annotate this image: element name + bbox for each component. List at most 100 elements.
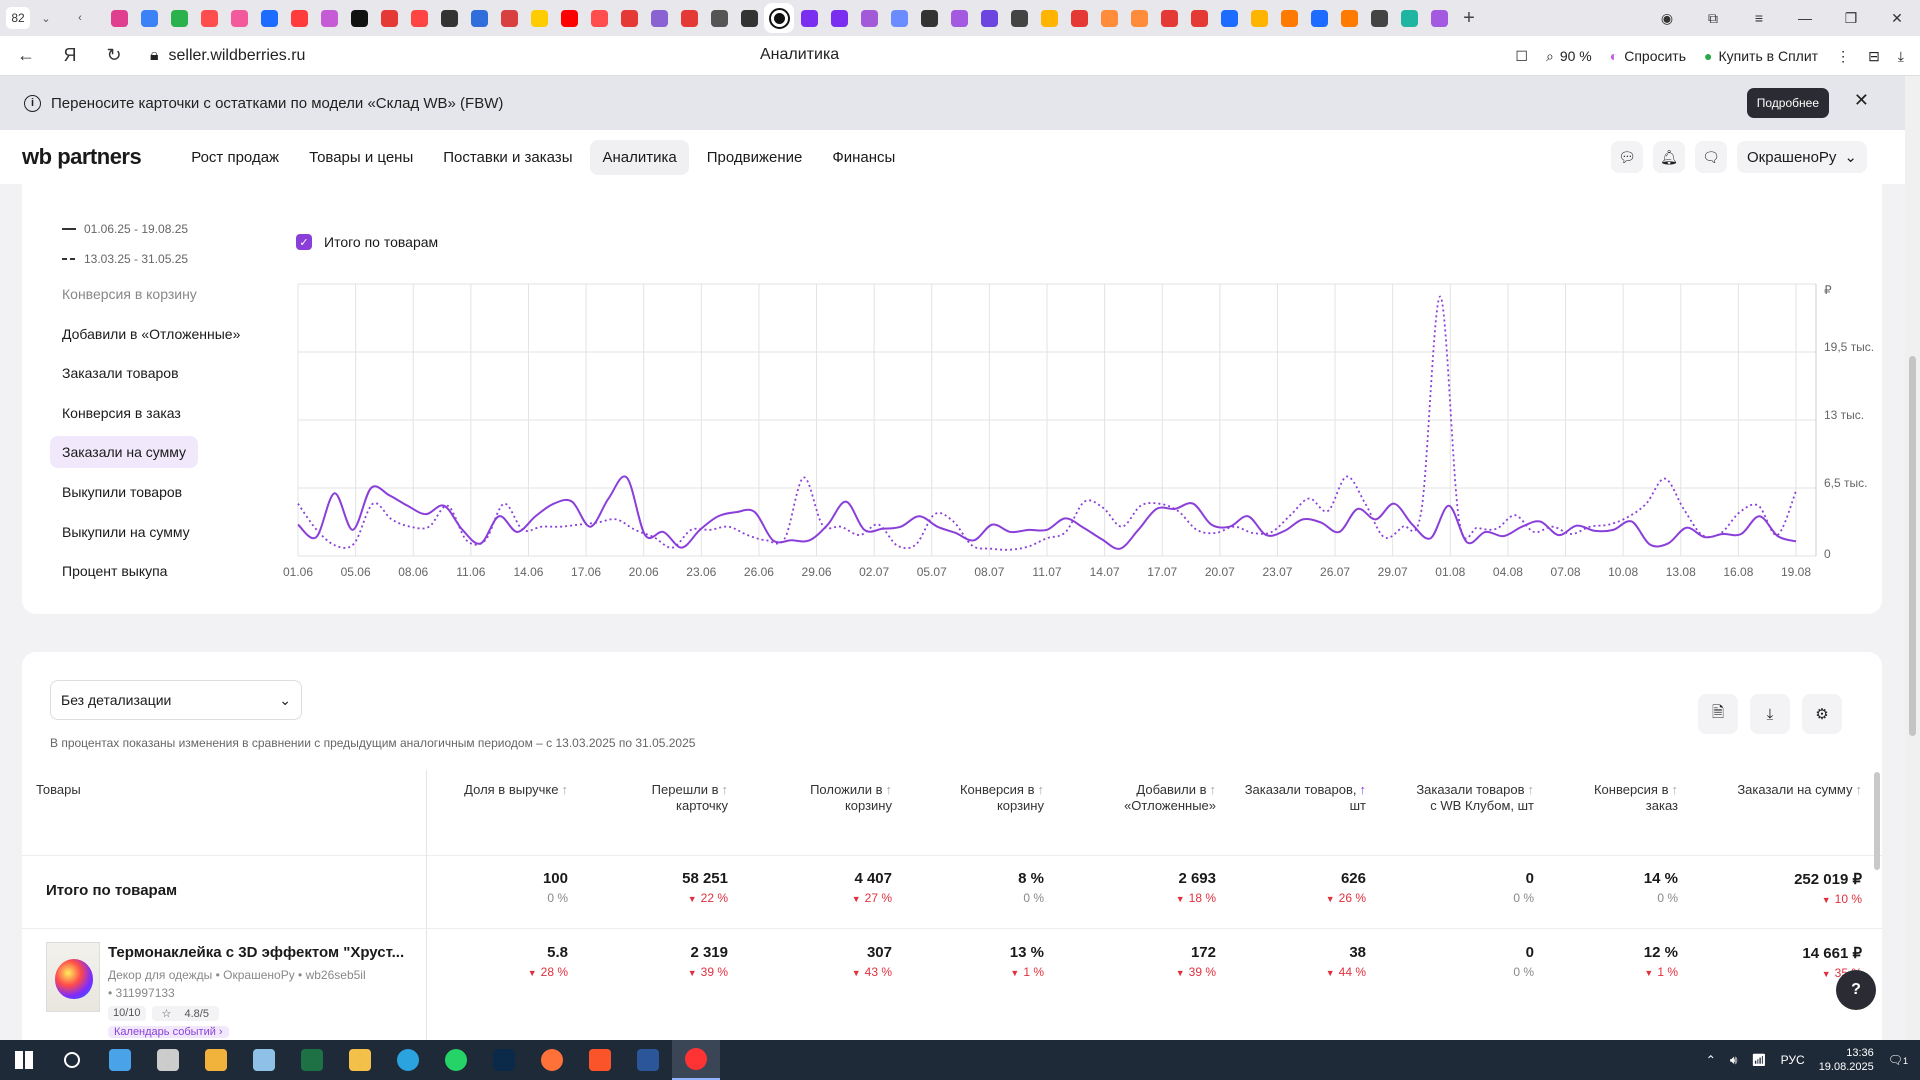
tray-chevron-icon[interactable]: ⌃ [1705,1053,1716,1067]
back-icon[interactable]: ← [17,45,35,65]
tab-favicon-icon[interactable] [704,3,734,33]
column-header-9[interactable]: Заказали на сумму ↑ [1737,782,1862,797]
tab-favicon-icon[interactable] [1304,3,1334,33]
task-view-icon[interactable] [96,1040,144,1080]
yandex-icon[interactable]: Я [63,45,77,65]
column-header-4[interactable]: Конверсия в ↑ корзину [959,782,1045,813]
nav-item-supplies-orders[interactable]: Поставки и заказы [443,148,573,166]
folder-icon[interactable] [336,1040,384,1080]
tab-favicon-icon[interactable] [1154,3,1184,33]
reload-icon[interactable]: ↻ [106,45,122,65]
tab-favicon-icon[interactable] [224,3,254,33]
close-window-icon[interactable]: ✕ [1891,9,1903,26]
volume-icon[interactable]: 🔊︎ [1729,1052,1738,1067]
excel-icon[interactable] [288,1040,336,1080]
tab-favicon-icon[interactable] [1274,3,1304,33]
nav-item-products-prices[interactable]: Товары и цены [309,148,414,166]
download-icon[interactable]: ⤓ [1897,47,1904,64]
tab-favicon-icon[interactable] [884,3,914,33]
tab-favicon-icon[interactable] [164,3,194,33]
tab-favicon-icon[interactable] [464,3,494,33]
tab-favicon-icon[interactable] [974,3,1004,33]
url-field[interactable]: 🔒︎ seller.wildberries.ru [150,47,305,65]
tab-menu-chevron-icon[interactable]: ⌄ [41,12,51,25]
tab-favicon-icon[interactable] [254,3,284,33]
tab-favicon-icon[interactable] [854,3,884,33]
banner-close-icon[interactable]: ✕ [1853,90,1869,110]
metric-ordered-items[interactable]: Заказали товаров [62,365,179,381]
zoom-indicator[interactable]: ⌕ 90 % [1545,47,1592,65]
help-button[interactable]: ? [1836,970,1876,1010]
export-file-icon[interactable]: 🗎︎ [1698,694,1738,734]
column-header-3[interactable]: Положили в ↑ корзину [810,782,893,813]
minimize-icon[interactable]: — [1798,10,1812,26]
nav-item-sales-growth[interactable]: Рост продаж [191,148,280,166]
tab-favicon-icon[interactable] [1004,3,1034,33]
metric-bought-sum[interactable]: Выкупили на сумму [62,524,190,540]
more-icon[interactable]: ⋮ [1836,47,1851,64]
tab-favicon-icon[interactable] [944,3,974,33]
column-header-6[interactable]: Заказали товаров, ↑ шт [1244,782,1367,813]
sort-arrow-icon[interactable]: ↑ [1209,782,1217,797]
sort-arrow-icon[interactable]: ↑ [561,782,569,797]
tab-favicon-icon[interactable] [914,3,944,33]
sort-arrow-icon[interactable]: ↑ [721,782,729,797]
table-scrollbar[interactable] [1874,772,1880,870]
search-icon[interactable] [48,1040,96,1080]
nav-item-analytics[interactable]: Аналитика [590,139,689,175]
downloads-icon[interactable]: ⊟ [1868,47,1880,64]
metric-added-to-favorites[interactable]: Добавили в «Отложенные» [62,326,241,342]
account-menu[interactable]: ОкрашеноРу ⌄ [1737,141,1867,173]
file-manager-icon[interactable] [144,1040,192,1080]
tab-favicon-icon[interactable] [794,3,824,33]
yandex-browser-icon[interactable] [672,1040,720,1080]
column-header-8[interactable]: Конверсия в ↑ заказ [1593,782,1678,813]
column-header-1[interactable]: Доля в выручке ↑ [464,782,569,797]
tab-favicon-icon[interactable] [524,3,554,33]
tab-favicon-icon[interactable] [434,3,464,33]
tab-favicon-icon[interactable] [1214,3,1244,33]
collections-icon[interactable]: ⧉ [1708,9,1718,26]
metric-order-conversion[interactable]: Конверсия в заказ [62,405,181,421]
tab-favicon-icon[interactable] [554,3,584,33]
tab-favicon-icon[interactable] [344,3,374,33]
word-icon[interactable] [624,1040,672,1080]
tab-favicon-icon[interactable] [104,3,134,33]
metric-bought-items[interactable]: Выкупили товаров [62,484,183,500]
tab-favicon-icon[interactable] [1244,3,1274,33]
tab-favicon-icon[interactable] [1424,3,1454,33]
firefox-icon[interactable] [528,1040,576,1080]
column-header-2[interactable]: Перешли в ↑ карточку [651,782,729,813]
product-image[interactable] [46,942,100,1012]
maximize-icon[interactable]: ❐ [1844,9,1858,26]
bookmark-icon[interactable]: ☐ [1515,47,1528,64]
tab-favicon-icon[interactable] [1034,3,1064,33]
tab-favicon-icon[interactable] [194,3,224,33]
page-scrollbar-thumb[interactable] [1909,356,1916,736]
new-tab-icon[interactable]: + [1463,6,1475,29]
tab-favicon-icon[interactable] [674,3,704,33]
app-launcher-icon[interactable] [192,1040,240,1080]
sort-arrow-icon[interactable]: ↑ [1037,782,1045,797]
download-icon[interactable]: ⤓ [1750,694,1790,734]
tab-favicon-icon[interactable] [1184,3,1214,33]
sort-arrow-icon[interactable]: ↑ [885,782,893,797]
banner-details-button[interactable]: Подробнее [1746,88,1829,118]
wifi-icon[interactable]: 📶︎ [1751,1053,1767,1067]
tab-favicon-icon[interactable] [734,3,764,33]
back-tabs-icon[interactable]: ‹ [78,12,82,24]
checkbox-checked-icon[interactable]: ✓ [296,234,312,250]
profile-icon[interactable]: ◉ [1660,9,1674,26]
tab-favicon-icon[interactable] [374,3,404,33]
whatsapp-icon[interactable] [432,1040,480,1080]
tab-favicon-icon[interactable] [584,3,614,33]
tab-favicon-icon[interactable] [494,3,524,33]
tab-favicon-icon[interactable] [134,3,164,33]
tab-favicon-icon[interactable] [1064,3,1094,33]
metric-buyout-percent[interactable]: Процент выкупа [62,563,168,579]
notes-icon[interactable] [240,1040,288,1080]
tab-favicon-icon[interactable] [284,3,314,33]
sort-arrow-icon[interactable]: ↑ [1359,782,1367,797]
product-title[interactable]: Термонаклейка с 3D эффектом "Хруст... [108,944,405,961]
ask-button[interactable]: ◐ Спросить [1609,48,1687,64]
